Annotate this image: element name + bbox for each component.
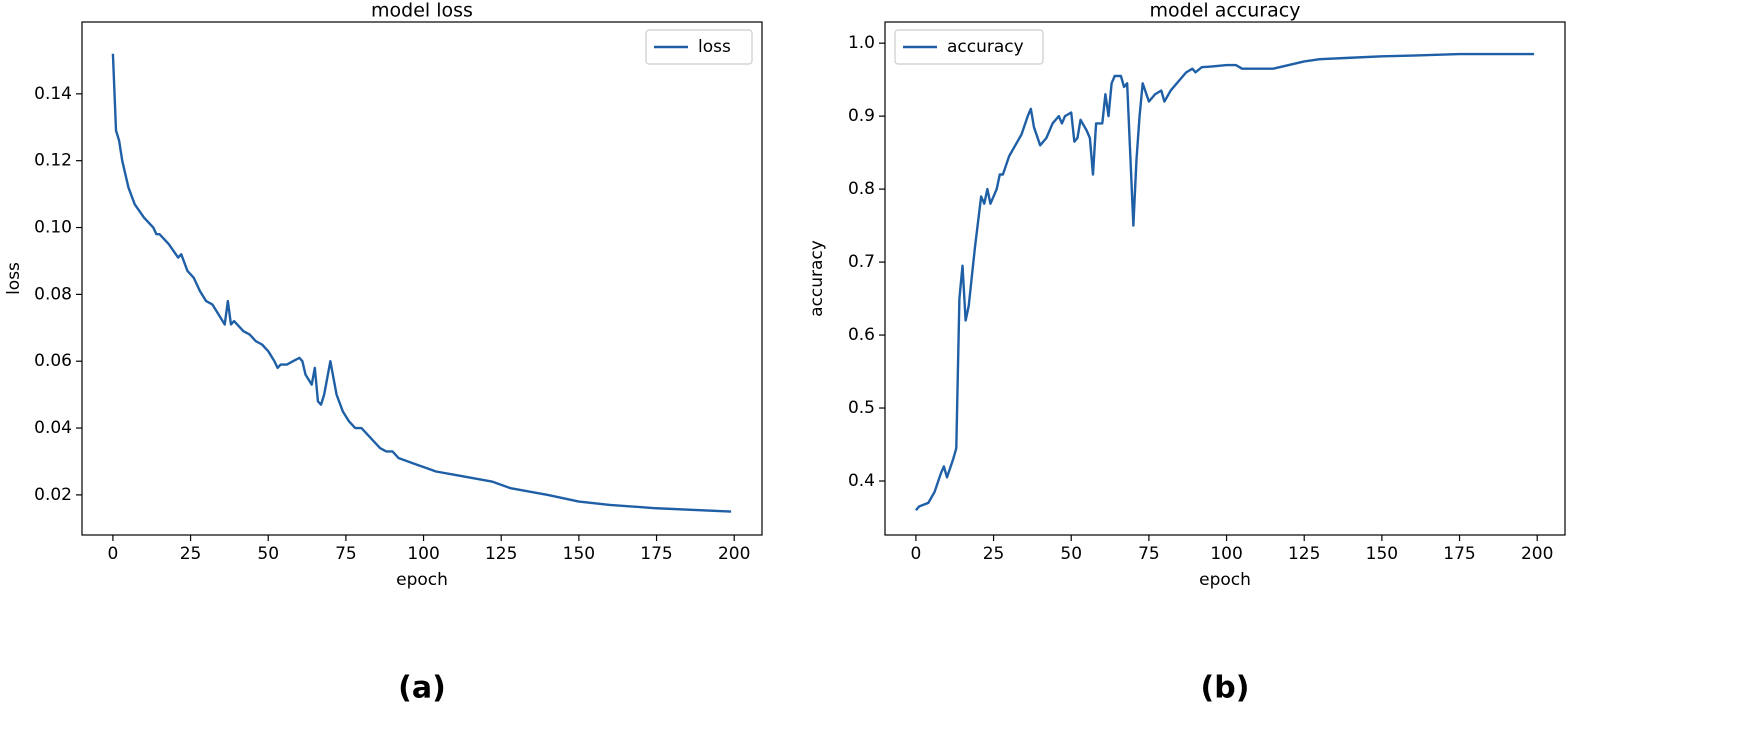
x-tick-label: 125 <box>1288 544 1320 564</box>
x-tick-label: 100 <box>1210 544 1242 564</box>
legend-box <box>894 29 1044 65</box>
x-tick-label: 100 <box>407 544 439 564</box>
x-tick-label: 150 <box>563 544 595 564</box>
x-tick-label: 0 <box>107 544 118 564</box>
x-tick-label: 50 <box>1060 544 1082 564</box>
y-tick-label: 0.9 <box>848 106 875 126</box>
caption: (b) <box>1201 671 1250 706</box>
y-tick-label: 0.5 <box>848 398 875 418</box>
y-tick-label: 0.08 <box>34 284 72 304</box>
plot-frame <box>81 21 763 536</box>
y-tick-label: 0.06 <box>34 351 72 371</box>
y-tick-label: 0.04 <box>34 418 72 438</box>
y-tick-label: 0.12 <box>34 151 72 171</box>
data-line <box>914 52 1535 511</box>
y-axis-label: loss <box>4 262 24 295</box>
x-tick-label: 50 <box>257 544 279 564</box>
y-tick-label: 0.4 <box>848 471 875 491</box>
y-tick-label: 1.0 <box>848 33 875 53</box>
legend-box <box>645 29 753 65</box>
chart-title: model loss <box>371 0 473 22</box>
y-tick-label: 0.02 <box>34 485 72 505</box>
x-tick-label: 200 <box>718 544 750 564</box>
x-tick-label: 25 <box>180 544 202 564</box>
y-tick-label: 0.8 <box>848 179 875 199</box>
y-tick-label: 0.10 <box>34 218 72 238</box>
x-axis-label: epoch <box>396 570 448 590</box>
x-tick-label: 200 <box>1521 544 1553 564</box>
x-tick-label: 150 <box>1366 544 1398 564</box>
y-tick-label: 0.7 <box>848 252 875 272</box>
x-tick-label: 175 <box>640 544 672 564</box>
legend-label: accuracy <box>947 37 1024 57</box>
x-tick-label: 125 <box>485 544 517 564</box>
x-tick-label: 75 <box>335 544 357 564</box>
x-tick-label: 0 <box>910 544 921 564</box>
x-tick-label: 75 <box>1138 544 1160 564</box>
y-tick-label: 0.14 <box>34 84 72 104</box>
x-tick-label: 175 <box>1443 544 1475 564</box>
chart-title: model accuracy <box>1150 0 1301 22</box>
y-tick-label: 0.6 <box>848 325 875 345</box>
x-tick-label: 25 <box>983 544 1005 564</box>
y-axis-label: accuracy <box>807 240 827 317</box>
data-line <box>111 53 732 513</box>
caption: (a) <box>398 671 446 706</box>
plot-frame <box>884 21 1566 536</box>
legend-label: loss <box>698 37 731 57</box>
x-axis-label: epoch <box>1199 570 1251 590</box>
